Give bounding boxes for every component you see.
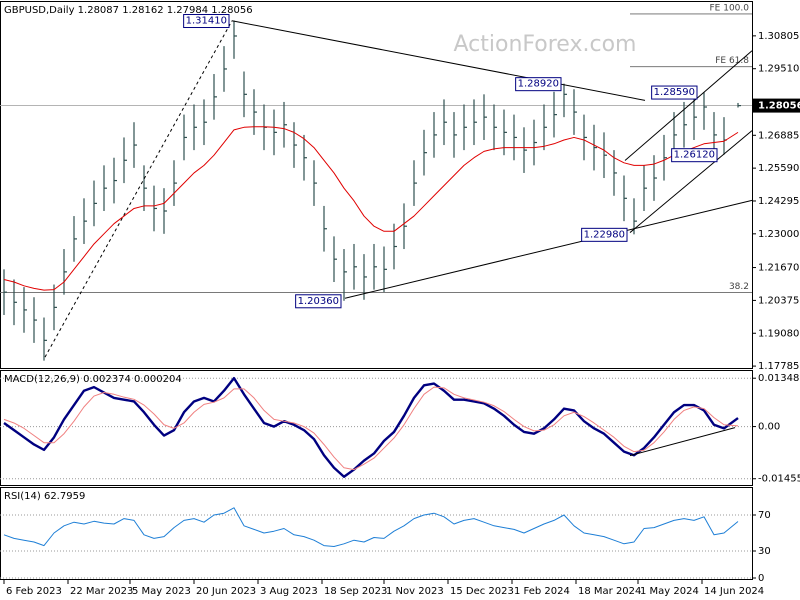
annotation-box — [581, 227, 628, 242]
annotation-box — [295, 294, 342, 309]
annotation-label: 1.28590 — [654, 87, 695, 98]
y-tick-label: -0.014554 — [758, 474, 800, 485]
level-label: 38.2 — [729, 282, 749, 292]
price-panel-frame — [0, 1, 753, 369]
level-label: FE 61.8 — [715, 56, 749, 66]
x-tick-label: 18 Mar 2024 — [578, 586, 641, 597]
watermark: ActionForex.com — [454, 32, 637, 57]
x-tick-label: 14 Jun 2024 — [704, 586, 764, 597]
annotation-box — [651, 85, 698, 100]
panel-title: MACD(12,26,9) 0.002374 0.000204 — [4, 374, 182, 385]
x-tick-label: 3 Aug 2023 — [260, 586, 318, 597]
annotation-box — [671, 148, 718, 163]
trendline — [629, 427, 736, 457]
x-tick-label: 18 Sep 2023 — [324, 586, 387, 597]
x-tick-label: 1 Feb 2024 — [514, 586, 570, 597]
y-tick-label: 1.26885 — [758, 130, 799, 141]
annotation-label: 1.31410 — [186, 16, 227, 27]
annotation: 1.22980 — [581, 227, 628, 242]
x-tick-label: 1 May 2024 — [640, 586, 699, 597]
y-tick-label: 0 — [758, 573, 764, 584]
annotation: 1.28920 — [515, 77, 562, 92]
annotation-label: 1.20360 — [298, 296, 339, 307]
trendline — [231, 20, 646, 101]
series-line — [3, 126, 739, 291]
y-tick-label: 70 — [758, 510, 771, 521]
y-tick-label: 1.30805 — [758, 31, 799, 42]
last-price-box — [753, 98, 800, 113]
last-price-label: 1.28056 — [758, 101, 800, 112]
panel-title: GBPUSD,Daily 1.28087 1.28162 1.27984 1.2… — [4, 5, 253, 16]
macd-panel-frame — [0, 370, 753, 486]
y-tick-label: 30 — [758, 546, 771, 557]
x-tick-label: 20 Jun 2023 — [196, 586, 256, 597]
annotation-box — [515, 77, 562, 92]
y-tick-label: 0.00 — [758, 422, 780, 433]
annotation-label: 1.28920 — [518, 79, 559, 90]
y-tick-label: 1.19080 — [758, 328, 799, 339]
series-line — [3, 386, 739, 471]
rsi-panel-frame — [0, 487, 753, 580]
trendline — [629, 130, 753, 233]
x-tick-label: 6 Feb 2023 — [6, 586, 62, 597]
annotation: 1.20360 — [295, 294, 342, 309]
x-tick-label: 15 Dec 2023 — [450, 586, 514, 597]
y-tick-label: 0.013489 — [758, 373, 800, 384]
annotation-label: 1.22980 — [584, 229, 625, 240]
y-tick-label: 1.17785 — [758, 361, 799, 372]
panel-title: RSI(14) 62.7959 — [4, 491, 85, 502]
x-tick-label: 5 May 2023 — [132, 586, 191, 597]
trendline — [624, 50, 753, 161]
series-line — [3, 507, 739, 547]
level-label: FE 100.0 — [710, 3, 750, 13]
trendline — [344, 199, 753, 299]
x-tick-label: 1 Nov 2023 — [386, 586, 444, 597]
annotation-label: 1.26120 — [674, 150, 715, 161]
y-tick-label: 1.24295 — [758, 196, 799, 207]
annotation-box — [183, 14, 230, 29]
annotation: 1.26120 — [671, 148, 718, 163]
x-tick-label: 22 Mar 2023 — [70, 586, 133, 597]
y-tick-label: 1.25590 — [758, 163, 799, 174]
trendline — [44, 20, 233, 358]
annotation: 1.28590 — [651, 85, 698, 100]
y-tick-label: 1.21670 — [758, 263, 799, 274]
annotation: 1.31410 — [183, 14, 230, 29]
y-tick-label: 1.29510 — [758, 64, 799, 75]
y-tick-label: 1.20375 — [758, 295, 799, 306]
series-line — [3, 376, 739, 478]
y-tick-label: 1.23000 — [758, 229, 799, 240]
